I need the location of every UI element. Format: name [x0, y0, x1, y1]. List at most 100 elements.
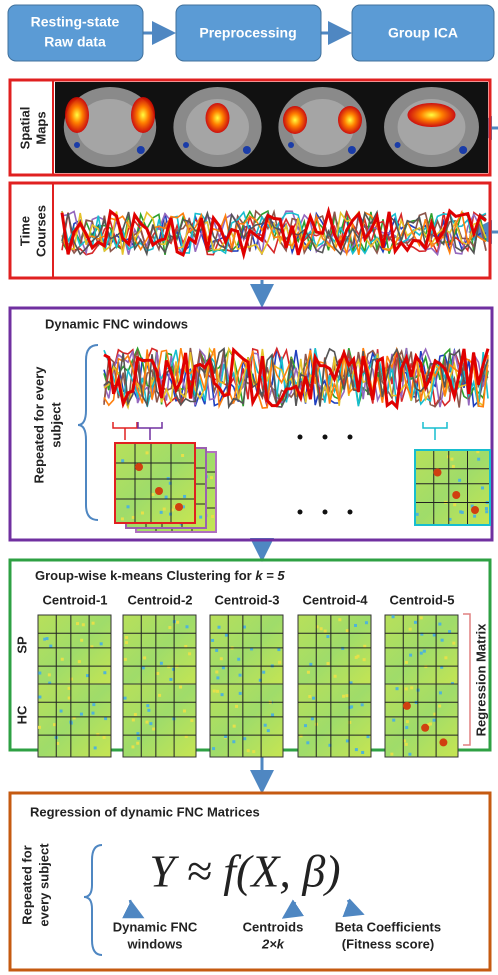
title-part: Group-wise k-means Clustering for: [35, 568, 255, 583]
matrix-cell: [338, 618, 341, 621]
matrix-cell: [390, 753, 393, 756]
matrix-cell: [485, 507, 488, 510]
matrix-cell: [183, 709, 186, 712]
matrix-cell: [94, 746, 97, 749]
matrix-cell: [433, 719, 436, 722]
side-label: Repeated for every: [31, 366, 46, 484]
activation: [65, 97, 89, 133]
ellipsis-dot: [298, 510, 303, 515]
matrix-cell: [311, 717, 314, 720]
matrix-cell: [49, 645, 52, 648]
matrix-cell: [252, 750, 255, 753]
deactivation: [243, 146, 251, 154]
matrix-cell: [262, 671, 265, 674]
fnc-matrix: [38, 615, 111, 688]
panel-label: Maps: [33, 111, 48, 144]
matrix-cell: [334, 675, 337, 678]
matrix-cell: [264, 724, 267, 727]
matrix-cell: [160, 662, 163, 665]
matrix-cell: [53, 723, 56, 726]
matrix-cell: [452, 642, 455, 645]
term-label: Dynamic FNC: [113, 919, 198, 934]
matrix-cell: [232, 740, 235, 743]
matrix-cell: [444, 656, 447, 659]
dynamic-fnc: Dynamic FNC windows Repeated for every s…: [10, 308, 492, 540]
deactivation: [395, 142, 401, 148]
matrix-cell: [361, 751, 364, 754]
deactivation: [459, 146, 467, 154]
matrix-cell: [132, 516, 135, 519]
matrix-cell: [163, 508, 166, 511]
matrix-cell: [438, 705, 441, 708]
matrix-cell: [48, 673, 51, 676]
matrix-cell: [131, 745, 134, 748]
matrix-cell: [350, 705, 353, 708]
matrix-cell: [104, 717, 107, 720]
matrix-cell: [68, 687, 71, 690]
matrix-cell: [38, 696, 41, 699]
matrix-cell: [247, 749, 250, 752]
matrix-cell: [80, 713, 83, 716]
matrix-cell: [326, 635, 329, 638]
matrix-cell: [341, 647, 344, 650]
matrix-cell: [211, 639, 214, 642]
ellipsis-dot: [323, 510, 328, 515]
matrix-cell: [100, 642, 103, 645]
hotspot: [439, 738, 447, 746]
matrix-cell: [215, 649, 218, 652]
matrix-cell: [237, 658, 240, 661]
matrix-cell: [327, 662, 330, 665]
matrix-cell: [345, 694, 348, 697]
matrix-cell: [355, 748, 358, 751]
matrix-cell: [38, 726, 41, 729]
matrix-cell: [176, 621, 179, 624]
matrix-cell: [450, 458, 453, 461]
hotspot: [175, 503, 183, 511]
matrix-cell: [146, 704, 149, 707]
hotspot: [403, 702, 411, 710]
matrix-cell: [136, 742, 139, 745]
matrix-cell: [473, 515, 476, 518]
matrix-cell: [363, 658, 366, 661]
matrix-cell: [448, 630, 451, 633]
step-label: Group ICA: [388, 25, 458, 41]
matrix-cell: [76, 622, 79, 625]
activation: [408, 103, 456, 127]
matrix-cell: [392, 615, 395, 618]
hotspot: [471, 506, 479, 514]
matrix-cell: [308, 695, 311, 698]
arrows: [130, 900, 360, 916]
ellipsis-dot: [348, 510, 353, 515]
matrix-cell: [420, 616, 423, 619]
fnc-matrix: [415, 450, 490, 525]
ellipsis-dot: [298, 435, 303, 440]
ellipsis-dot: [348, 435, 353, 440]
activation: [206, 103, 230, 133]
side-label: Regression Matrix: [473, 623, 488, 736]
matrix-cell: [190, 719, 193, 722]
matrix-cell: [142, 666, 145, 669]
clustering: Group-wise k-means Clustering for k = 5 …: [10, 560, 490, 757]
matrix-cell: [342, 695, 345, 698]
matrix-cell: [160, 511, 163, 514]
activation: [283, 106, 307, 134]
matrix-cell: [477, 458, 480, 461]
side-label: every subject: [36, 843, 51, 927]
deactivation: [137, 146, 145, 154]
matrix-cell: [346, 629, 349, 632]
centroid-label: Centroid-2: [128, 592, 193, 607]
matrix-cell: [243, 626, 246, 629]
step-label: Preprocessing: [199, 25, 296, 41]
term-label: (Fitness score): [342, 936, 434, 951]
matrix-cell: [409, 628, 412, 631]
panel-title: Group-wise k-means Clustering for k = 5: [35, 568, 285, 583]
panel-label: Time: [17, 216, 32, 246]
deactivation: [288, 142, 294, 148]
matrix-cell: [453, 503, 456, 506]
matrix-cell: [216, 676, 219, 679]
deactivation: [183, 142, 189, 148]
matrix-cell: [103, 736, 106, 739]
matrix-cell: [222, 666, 225, 669]
bracket: [463, 614, 470, 745]
matrix-cell: [92, 712, 95, 715]
